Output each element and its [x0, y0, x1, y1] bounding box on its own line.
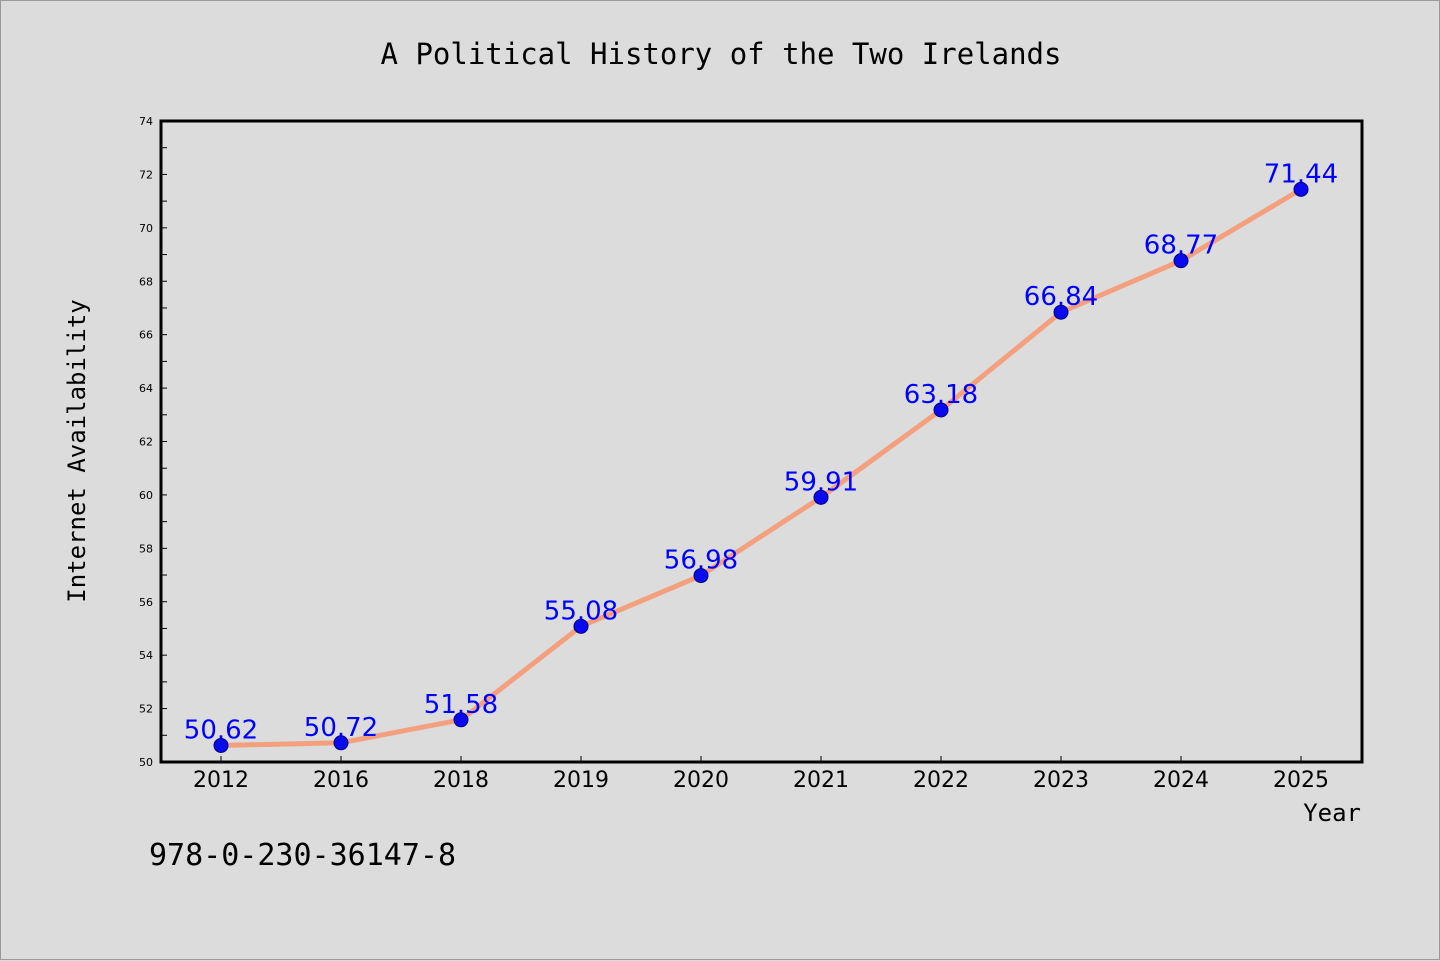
data-point — [693, 568, 709, 584]
y-tick-label: 62 — [139, 436, 153, 449]
data-point — [573, 618, 589, 634]
y-tick-label: 60 — [139, 489, 153, 502]
x-tick-label: 2012 — [193, 768, 249, 793]
series-line — [220, 187, 1303, 748]
data-label: 56.98 — [664, 546, 738, 576]
isbn-footnote: 978-0-230-36147-8 — [149, 838, 456, 873]
y-axis: 50 52 54 56 58 60 62 64 66 68 70 72 74 — [139, 115, 167, 769]
x-tick-label: 2021 — [793, 768, 849, 793]
x-tick-label: 2018 — [433, 768, 489, 793]
data-label: 55.08 — [544, 596, 618, 626]
data-label: 63.18 — [904, 380, 978, 410]
x-tick-label: 2019 — [553, 768, 609, 793]
plot-area — [159, 119, 1364, 764]
data-point — [333, 735, 349, 751]
y-tick-label: 64 — [139, 382, 153, 395]
y-tick-label: 70 — [139, 222, 153, 235]
y-tick-label: 54 — [139, 649, 153, 662]
y-tick-label: 50 — [139, 756, 153, 769]
data-label: 68.77 — [1144, 231, 1218, 261]
x-tick-label: 2022 — [913, 768, 969, 793]
data-point — [1173, 253, 1189, 269]
data-point — [213, 737, 229, 753]
x-tick-label: 2025 — [1273, 768, 1329, 793]
chart-title: A Political History of the Two Irelands — [381, 37, 1062, 71]
x-tick-label: 2016 — [313, 768, 369, 793]
data-label: 50.62 — [184, 715, 258, 745]
data-label: 51.58 — [424, 690, 498, 720]
data-point — [1293, 181, 1309, 197]
y-tick-label: 72 — [139, 168, 153, 181]
x-axis-label: Year — [1303, 799, 1361, 827]
x-tick-label: 2023 — [1033, 768, 1089, 793]
x-tick-label: 2020 — [673, 768, 729, 793]
data-point — [1053, 304, 1069, 320]
y-tick-label: 58 — [139, 542, 153, 555]
data-label: 59.91 — [784, 467, 858, 497]
data-label: 50.72 — [304, 713, 378, 743]
data-point — [453, 712, 469, 728]
x-tick-label: 2024 — [1153, 768, 1209, 793]
y-tick-label: 74 — [139, 115, 153, 128]
data-point — [933, 402, 949, 418]
data-point — [813, 489, 829, 505]
data-labels: 50.62 50.72 51.58 55.08 56.98 59.91 63.18 66.84… — [184, 159, 1338, 745]
data-label: 71.44 — [1264, 159, 1338, 189]
y-tick-label: 68 — [139, 275, 153, 288]
data-label: 66.84 — [1024, 282, 1098, 312]
y-tick-label: 52 — [139, 703, 153, 716]
data-markers — [213, 181, 1309, 753]
y-axis-label: Internet Availability — [63, 299, 91, 602]
y-tick-label: 56 — [139, 596, 153, 609]
x-axis: 2012 2016 2018 2019 2020 2021 2022 2023 2024 2025 — [193, 756, 1329, 793]
y-tick-label: 66 — [139, 329, 153, 342]
